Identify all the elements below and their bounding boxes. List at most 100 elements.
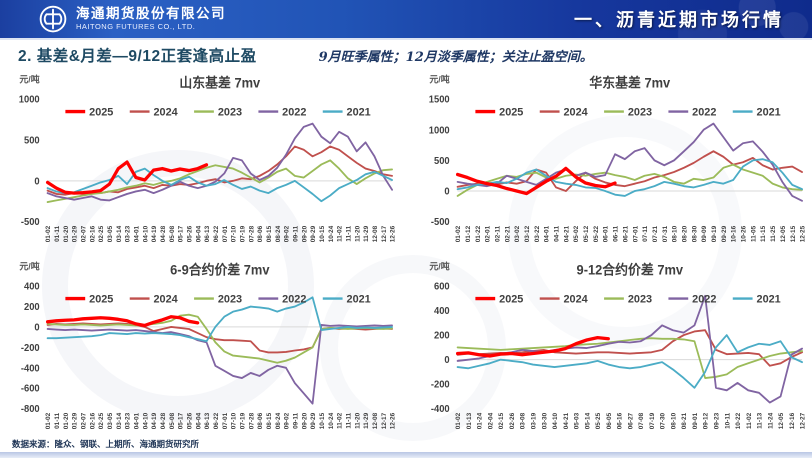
svg-text:08-30: 08-30 xyxy=(691,225,698,242)
charts-grid: 元/吨 山东基差 7mv 1000 500 0 -500 01-02 01-11 01-20 01… xyxy=(6,70,808,444)
header-bar: 海通期货股份有限公司 HAITONG FUTURES CO., LTD. 一、沥… xyxy=(0,0,812,40)
svg-text:06-04: 06-04 xyxy=(195,412,202,429)
svg-text:08-15: 08-15 xyxy=(266,225,273,242)
svg-text:05-02: 05-02 xyxy=(573,225,580,242)
svg-text:01-11: 01-11 xyxy=(54,412,61,429)
svg-text:05-08: 05-08 xyxy=(169,412,176,429)
svg-text:02-11: 02-11 xyxy=(495,225,502,242)
svg-text:12-05: 12-05 xyxy=(778,412,785,429)
svg-text:03-02: 03-02 xyxy=(514,225,521,242)
svg-text:12-26: 12-26 xyxy=(390,412,397,429)
svg-text:12-08: 12-08 xyxy=(372,412,379,429)
svg-text:01-22: 01-22 xyxy=(475,225,482,242)
svg-text:2021: 2021 xyxy=(347,106,371,118)
svg-text:01-02: 01-02 xyxy=(455,412,462,429)
svg-text:11-11: 11-11 xyxy=(346,225,353,241)
svg-text:06-11: 06-11 xyxy=(613,225,620,242)
svg-text:10-24: 10-24 xyxy=(328,412,335,429)
svg-text:02-04: 02-04 xyxy=(488,412,495,429)
svg-text:-400: -400 xyxy=(431,404,450,415)
svg-text:10-16: 10-16 xyxy=(731,225,738,242)
svg-text:11-11: 11-11 xyxy=(346,412,353,428)
svg-text:2024: 2024 xyxy=(563,293,588,305)
svg-text:10-15: 10-15 xyxy=(319,225,326,242)
svg-text:05-22: 05-22 xyxy=(593,225,600,242)
svg-text:04-19: 04-19 xyxy=(151,225,158,242)
svg-text:09-11: 09-11 xyxy=(293,225,300,242)
svg-text:-400: -400 xyxy=(21,363,40,374)
svg-text:12-17: 12-17 xyxy=(381,412,388,429)
svg-text:2025: 2025 xyxy=(499,293,523,305)
chart-shandong-basis: 元/吨 山东基差 7mv 1000 500 0 -500 01-02 01-11 01-20 01… xyxy=(6,70,398,257)
svg-text:06-13: 06-13 xyxy=(204,225,211,242)
svg-text:09-09: 09-09 xyxy=(701,225,708,242)
svg-text:12-27: 12-27 xyxy=(800,412,807,429)
svg-text:07-10: 07-10 xyxy=(231,225,238,242)
svg-text:05-14: 05-14 xyxy=(584,412,591,429)
svg-text:09-23: 09-23 xyxy=(714,412,721,429)
svg-text:04-21: 04-21 xyxy=(564,225,571,242)
svg-text:2023: 2023 xyxy=(628,106,652,118)
svg-text:-600: -600 xyxy=(21,384,40,395)
svg-text:08-10: 08-10 xyxy=(672,225,679,242)
svg-text:06-16: 06-16 xyxy=(617,412,624,429)
brand: 海通期货股份有限公司 HAITONG FUTURES CO., LTD. xyxy=(38,4,226,34)
svg-text:12-17: 12-17 xyxy=(381,225,388,242)
svg-text:06-04: 06-04 xyxy=(195,225,202,242)
svg-text:12-26: 12-26 xyxy=(390,225,397,242)
svg-text:11-29: 11-29 xyxy=(363,412,370,429)
svg-text:05-25: 05-25 xyxy=(595,412,602,429)
svg-text:2025: 2025 xyxy=(89,293,113,305)
svg-text:-200: -200 xyxy=(431,380,450,391)
chart-eastchina-basis: 元/吨 华东基差 7mv 1500 1000 500 0 -500 01-02 01-12 01-… xyxy=(416,70,808,257)
svg-text:09-02: 09-02 xyxy=(284,225,291,242)
svg-text:05-17: 05-17 xyxy=(178,412,185,429)
svg-text:07-19: 07-19 xyxy=(240,225,247,242)
svg-text:09-20: 09-20 xyxy=(301,225,308,242)
svg-text:02-26: 02-26 xyxy=(509,412,516,429)
svg-text:02-16: 02-16 xyxy=(89,225,96,242)
svg-text:2021: 2021 xyxy=(347,293,371,305)
svg-text:元/吨: 元/吨 xyxy=(19,73,39,84)
svg-text:07-28: 07-28 xyxy=(248,412,255,429)
svg-text:华东基差 7mv: 华东基差 7mv xyxy=(589,74,670,90)
svg-text:06-05: 06-05 xyxy=(606,412,613,429)
svg-text:元/吨: 元/吨 xyxy=(429,260,449,271)
svg-text:06-21: 06-21 xyxy=(623,225,630,242)
svg-text:03-22: 03-22 xyxy=(534,225,541,242)
svg-text:-500: -500 xyxy=(21,217,40,228)
svg-text:10-26: 10-26 xyxy=(741,225,748,242)
svg-text:07-19: 07-19 xyxy=(649,412,656,429)
svg-text:01-29: 01-29 xyxy=(72,225,79,242)
chart-eastchina-basis-plot: 元/吨 华东基差 7mv 1500 1000 500 0 -500 01-02 01-12 01-… xyxy=(429,73,807,242)
svg-text:01-02: 01-02 xyxy=(45,412,52,429)
svg-text:11-02: 11-02 xyxy=(337,225,344,242)
svg-text:07-10: 07-10 xyxy=(231,412,238,429)
svg-text:09-29: 09-29 xyxy=(310,412,317,429)
svg-text:02-07: 02-07 xyxy=(81,412,88,429)
svg-text:-800: -800 xyxy=(21,404,40,415)
company-name-cn: 海通期货股份有限公司 xyxy=(76,6,226,23)
svg-text:400: 400 xyxy=(434,306,450,317)
svg-text:山东基差 7mv: 山东基差 7mv xyxy=(179,74,260,90)
svg-text:11-05: 11-05 xyxy=(751,225,758,242)
svg-text:09-29: 09-29 xyxy=(721,225,728,242)
svg-text:01-24: 01-24 xyxy=(477,412,484,429)
svg-text:05-03: 05-03 xyxy=(574,412,581,429)
svg-text:10-24: 10-24 xyxy=(328,225,335,242)
svg-text:02-25: 02-25 xyxy=(98,412,105,429)
svg-text:0: 0 xyxy=(444,355,449,366)
svg-text:06-22: 06-22 xyxy=(213,412,220,429)
svg-text:2023: 2023 xyxy=(218,106,242,118)
svg-text:0: 0 xyxy=(444,186,449,197)
svg-text:02-21: 02-21 xyxy=(504,225,511,242)
svg-text:元/吨: 元/吨 xyxy=(429,73,449,84)
svg-text:05-17: 05-17 xyxy=(178,225,185,242)
haitong-logo-icon xyxy=(39,5,67,33)
svg-text:400: 400 xyxy=(24,281,40,292)
svg-text:6-9合约价差 7mv: 6-9合约价差 7mv xyxy=(170,261,270,277)
svg-text:04-10: 04-10 xyxy=(552,412,559,429)
svg-text:03-30: 03-30 xyxy=(541,412,548,429)
svg-text:11-02: 11-02 xyxy=(337,412,344,429)
svg-text:02-15: 02-15 xyxy=(498,412,505,429)
